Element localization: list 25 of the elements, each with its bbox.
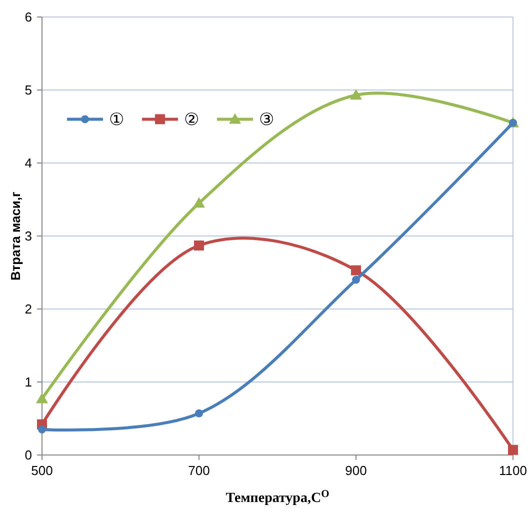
- point: [193, 197, 205, 208]
- y-tick-label: 6: [24, 10, 32, 24]
- x-tick-label: 1100: [499, 463, 527, 478]
- y-tick-label: 0: [24, 448, 32, 462]
- y-axis-title: Втрата маси,г: [8, 190, 23, 280]
- legend-label: ③: [259, 110, 274, 130]
- point: [36, 392, 48, 404]
- point: [352, 276, 360, 284]
- point: [508, 444, 518, 455]
- legend-label: ②: [184, 110, 199, 130]
- point: [194, 240, 204, 250]
- y-tick-label: 4: [24, 156, 32, 170]
- point: [38, 425, 46, 434]
- y-tick-label: 3: [24, 228, 32, 244]
- y-tick-label: 1: [24, 374, 32, 390]
- point: [350, 89, 362, 100]
- x-tick-label: 700: [188, 463, 210, 478]
- y-tick-label: 2: [24, 302, 32, 316]
- legend-label: ①: [109, 110, 124, 130]
- x-axis-title: Температура,С$^{O}$: [226, 488, 330, 506]
- y-tick-label: 5: [24, 82, 32, 98]
- x-tick-label: 900: [345, 463, 367, 478]
- point: [351, 265, 361, 276]
- point: [195, 409, 203, 418]
- x-tick-label: 500: [31, 463, 53, 478]
